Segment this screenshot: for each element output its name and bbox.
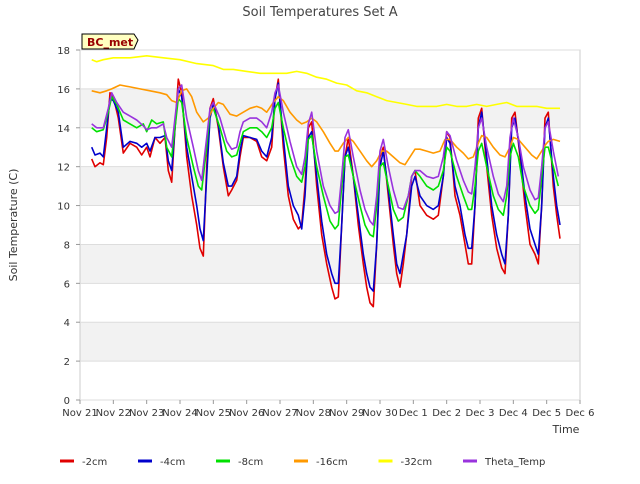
- band-0: [80, 322, 580, 362]
- y-tick-label: 12: [57, 163, 70, 174]
- y-tick-label: 18: [57, 46, 70, 57]
- x-tick-label: Nov 21: [62, 408, 97, 419]
- x-tick-label: Nov 28: [296, 408, 331, 419]
- x-tick-label: Nov 24: [162, 408, 197, 419]
- series-line-thetatemp: [91, 84, 560, 226]
- x-tick-label: Dec 4: [499, 408, 528, 419]
- x-tick-label: Nov 25: [196, 408, 231, 419]
- y-tick-label: 16: [57, 85, 70, 96]
- legend-label-2cm: -2cm: [82, 457, 107, 468]
- legend-label-16cm: -16cm: [316, 457, 348, 468]
- x-tick-label: Nov 30: [362, 408, 397, 419]
- x-tick-label: Dec 1: [399, 408, 428, 419]
- series-line-16cm: [91, 84, 561, 168]
- x-tick-label: Nov 22: [96, 408, 131, 419]
- x-tick-label: Dec 3: [466, 408, 495, 419]
- x-tick-label: Nov 23: [129, 408, 164, 419]
- x-tick-label: Nov 26: [229, 408, 264, 419]
- legend-label-4cm: -4cm: [160, 457, 185, 468]
- series-line-8cm: [91, 95, 560, 238]
- chart-title: Soil Temperatures Set A: [242, 5, 397, 20]
- x-axis-label: Time: [552, 423, 580, 436]
- x-tick-label: Dec 6: [566, 408, 595, 419]
- site-label-box: BC_met: [81, 33, 139, 50]
- x-tick-label: Nov 29: [329, 408, 364, 419]
- y-axis-label: Soil Temperature (C): [7, 169, 20, 282]
- legend: -2cm -4cm -8cm -16cm -32cm Theta_Temp: [60, 457, 545, 468]
- legend-label-8cm: -8cm: [238, 457, 263, 468]
- x-tick-label: Dec 2: [432, 408, 461, 419]
- site-label-text: BC_met: [87, 36, 133, 49]
- series-line-32cm: [91, 55, 560, 110]
- x-tick-label: Dec 5: [532, 408, 561, 419]
- y-tick-label: 2: [64, 357, 70, 368]
- y-tick-label: 10: [57, 202, 70, 213]
- legend-label-thetatemp: Theta_Temp: [484, 457, 545, 468]
- y-tick-label: 0: [64, 396, 70, 407]
- y-tick-label: 8: [64, 240, 70, 251]
- y-tick-label: 6: [64, 279, 70, 290]
- y-tick-label: 14: [57, 124, 70, 135]
- site-label-shape: [81, 33, 139, 50]
- legend-label-32cm: -32cm: [401, 457, 433, 468]
- x-tick-label: Nov 27: [262, 408, 297, 419]
- y-tick-label: 4: [64, 318, 70, 329]
- band-2: [80, 166, 580, 206]
- series-lines: [90, 55, 561, 308]
